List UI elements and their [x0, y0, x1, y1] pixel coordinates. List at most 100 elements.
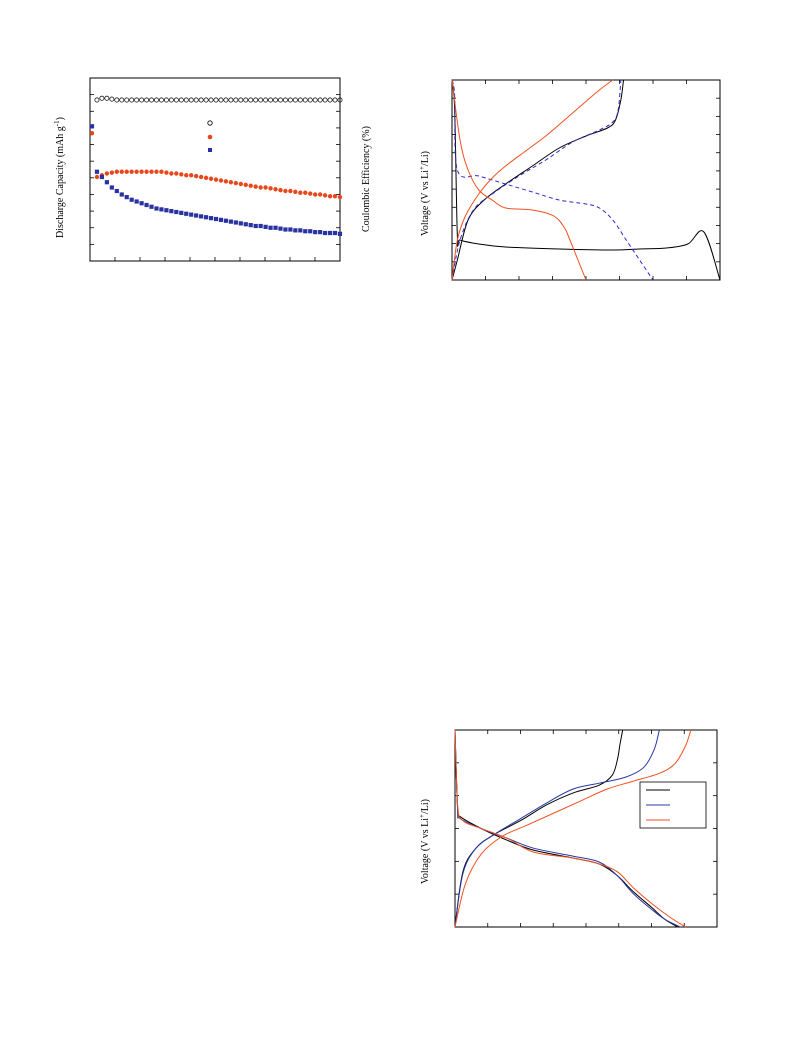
chart1-point-series2	[303, 229, 308, 234]
chart3-legend	[639, 781, 707, 829]
chart1-point-series2	[164, 208, 169, 213]
chart1-point-series1	[89, 131, 95, 136]
chart1-point-series2	[258, 223, 263, 229]
chart1-point-series2	[99, 174, 105, 180]
chart1-point-series1	[317, 192, 323, 197]
chart1-point-series2	[313, 230, 318, 235]
chart1-point-series0	[258, 97, 264, 103]
chart2-ticks	[452, 80, 720, 280]
chart2-line-series0	[451, 79, 721, 281]
chart1-point-series1	[169, 171, 174, 176]
chart1-point-series1	[94, 174, 100, 180]
chart1-point-series1	[203, 175, 209, 181]
chart1-point-series1	[223, 179, 229, 184]
chart1-point-series2	[233, 220, 238, 225]
chart-voltage-profile-2: Voltage (V vs Li+/Li)	[418, 729, 718, 928]
chart1-point-series2	[184, 211, 189, 216]
chart1-point-series2	[268, 225, 273, 230]
chart1-point-series0	[114, 97, 120, 103]
chart1-point-series2	[89, 124, 95, 129]
chart1-point-series0	[238, 97, 244, 103]
chart1-point-series2	[149, 204, 154, 209]
chart1-point-series0	[213, 97, 219, 103]
chart1-point-series2	[223, 218, 229, 223]
chart1-point-series2	[273, 225, 278, 230]
chart1-point-series0	[312, 97, 318, 103]
chart1-point-series0	[139, 97, 145, 103]
chart1-point-series0	[282, 97, 288, 103]
chart1-point-series0	[203, 97, 209, 103]
chart1-point-series0	[208, 97, 214, 103]
chart1-point-series1	[298, 190, 303, 195]
chart1-point-series2	[243, 222, 248, 227]
chart1-point-series0	[163, 97, 169, 103]
chart1-point-series1	[308, 191, 313, 196]
chart1-point-series1	[332, 194, 338, 199]
chart1-point-series1	[174, 171, 179, 176]
chart1-point-series0	[278, 97, 283, 103]
chart2-lines	[451, 79, 721, 281]
chart1-point-series0	[268, 97, 274, 103]
chart1-point-series2	[278, 226, 283, 231]
chart1-point-series1	[179, 172, 184, 177]
chart1-point-series1	[238, 181, 243, 187]
chart1-point-series2	[323, 230, 328, 236]
chart1-point-series1	[263, 185, 268, 190]
chart1-point-series1	[337, 194, 343, 200]
chart1-point-series0	[248, 97, 254, 103]
chart1-point-series0	[168, 97, 174, 103]
chart1-point-series2	[114, 188, 119, 194]
chart3-lines	[454, 729, 692, 928]
chart1-point-series0	[292, 97, 298, 103]
chart1-point-series0	[302, 97, 308, 103]
chart1-point-series0	[218, 97, 224, 103]
chart1-point-series1	[119, 169, 124, 174]
chart1-point-series0	[178, 97, 184, 103]
chart1-point-series1	[253, 184, 258, 189]
chart1-point-series0	[223, 97, 229, 103]
chart1-point-series2	[318, 230, 323, 235]
chart2-line-series5	[451, 79, 614, 281]
chart1-point-series0	[198, 97, 204, 103]
chart1-point-series2	[293, 228, 298, 233]
chart1-point-series0	[263, 97, 269, 103]
chart1-point-series2	[337, 231, 343, 236]
chart1-point-series2	[119, 192, 124, 197]
chart1-point-series1	[293, 189, 298, 195]
chart1-point-series2	[203, 215, 209, 220]
chart1-point-series0	[104, 95, 110, 101]
chart1-point-series1	[288, 188, 293, 194]
chart1-point-series0	[173, 97, 179, 103]
chart1-point-series0	[243, 97, 249, 103]
chart2-line-series1	[451, 79, 625, 281]
chart1-frame	[89, 77, 341, 262]
chart1-point-series0	[233, 97, 239, 103]
chart1-point-series1	[134, 169, 139, 174]
chart1-point-series2	[298, 228, 303, 233]
chart3-ylabel: Voltage (V vs Li+/Li)	[418, 799, 431, 884]
chart1-point-series1	[233, 180, 239, 186]
chart1-legend-marker-filled-square	[208, 148, 212, 152]
chart1-point-series1	[129, 169, 134, 174]
chart3-ticks	[455, 730, 717, 927]
chart1-point-series2	[144, 202, 149, 208]
chart1-point-series1	[154, 169, 159, 174]
chart1-point-series1	[273, 187, 278, 192]
chart1-point-series0	[154, 97, 159, 103]
chart1-point-series1	[109, 170, 115, 175]
chart1-point-series2	[179, 210, 184, 215]
chart1-point-series0	[287, 97, 293, 103]
chart3-line-series4	[454, 729, 686, 928]
chart1-ylabel-left: Discharge Capacity (mAh g-1)	[53, 117, 66, 238]
chart1-point-series2	[109, 185, 114, 190]
chart1-point-series2	[174, 209, 179, 215]
chart1-point-series2	[159, 207, 164, 212]
chart1-point-series0	[183, 97, 189, 103]
chart1-point-series0	[253, 97, 259, 103]
chart1-point-series1	[243, 182, 248, 188]
chart1-point-series2	[288, 227, 293, 232]
chart1-point-series0	[297, 97, 303, 103]
chart1-point-series2	[263, 224, 268, 229]
chart1-point-series0	[149, 97, 154, 103]
